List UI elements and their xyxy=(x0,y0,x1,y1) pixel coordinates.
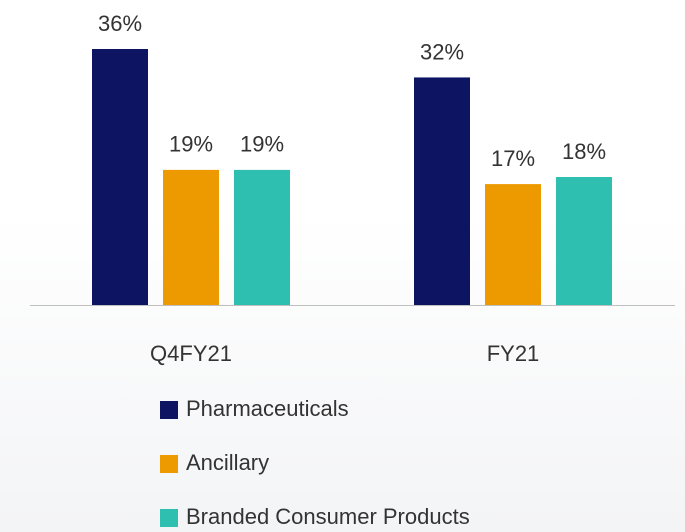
bar xyxy=(234,170,290,305)
legend-swatch xyxy=(160,455,178,473)
chart: Q4FY21 36% 19% 19% FY21 32% 17% 18% Pharmaceutic… xyxy=(0,0,685,532)
data-label: 18% xyxy=(562,139,606,164)
data-label: 17% xyxy=(491,146,535,171)
x-tick-label: FY21 xyxy=(487,341,540,366)
data-label: 36% xyxy=(98,11,142,36)
bar xyxy=(414,77,470,305)
bar xyxy=(485,184,541,305)
bar xyxy=(92,49,148,305)
legend-swatch xyxy=(160,509,178,527)
data-label: 19% xyxy=(240,132,284,157)
legend-label: Ancillary xyxy=(186,450,269,475)
x-tick-label: Q4FY21 xyxy=(150,341,232,366)
data-label: 32% xyxy=(420,39,464,64)
bar xyxy=(163,170,219,305)
bar xyxy=(556,177,612,305)
data-label: 19% xyxy=(169,132,213,157)
legend-swatch xyxy=(160,401,178,419)
legend-label: Pharmaceuticals xyxy=(186,396,349,421)
legend-label: Branded Consumer Products xyxy=(186,504,470,529)
